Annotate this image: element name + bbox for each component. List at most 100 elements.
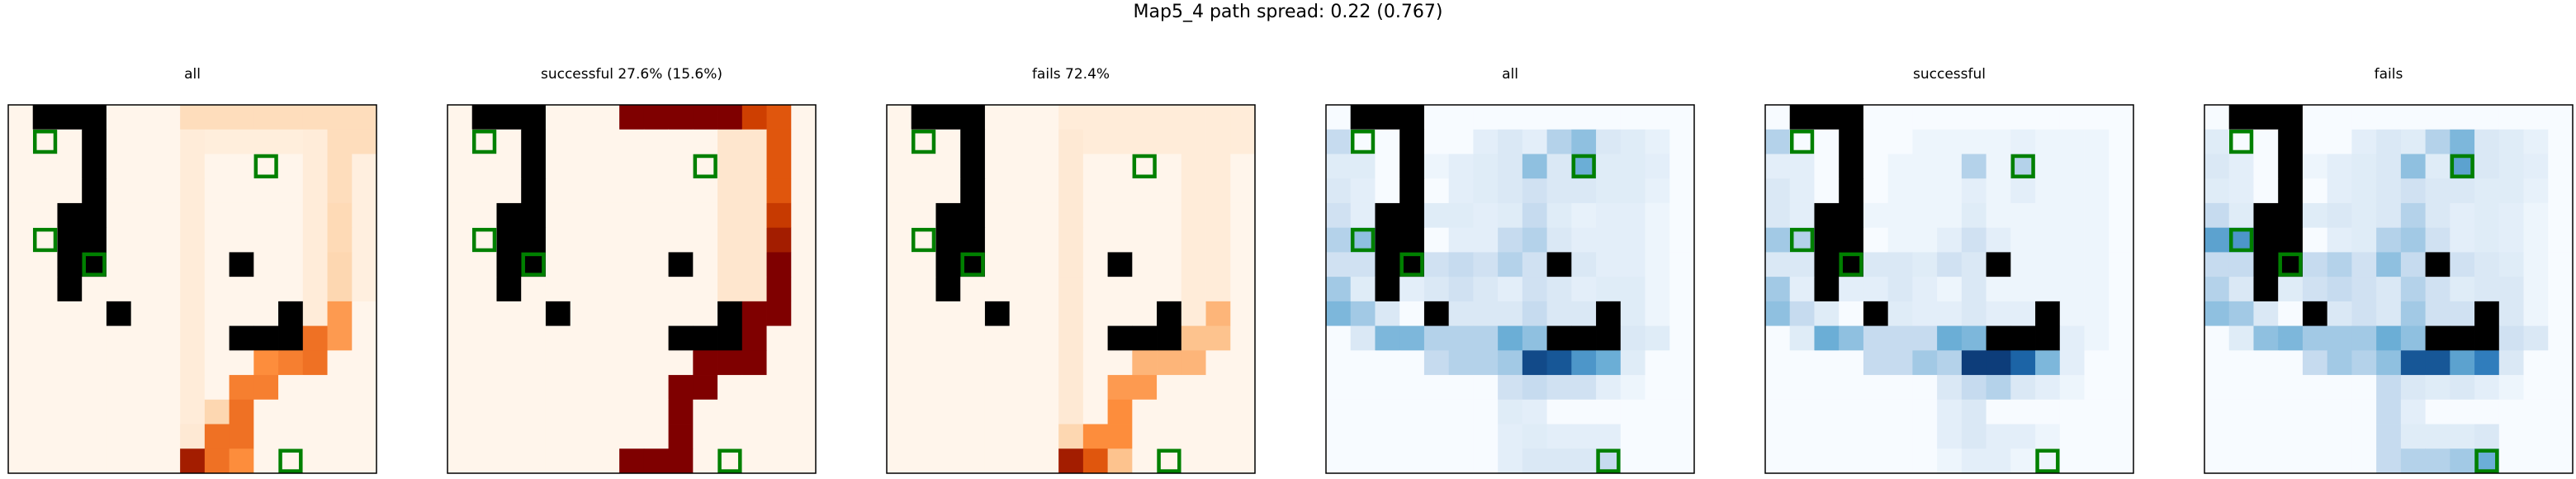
heatmap-cell [1912, 129, 1938, 154]
heatmap-cell [2351, 325, 2377, 351]
heatmap-cell [496, 424, 522, 449]
heatmap-cell [1961, 252, 1986, 277]
heatmap-cell [2400, 154, 2426, 179]
panel-title-1: all [184, 66, 201, 83]
heatmap-cell [2204, 277, 2230, 302]
heatmap-cell [911, 399, 936, 424]
heatmap-cell [1912, 375, 1938, 401]
heatmap-cell [643, 448, 669, 474]
heatmap-cell [935, 424, 961, 449]
heatmap-cell [1789, 202, 1815, 229]
heatmap-cell [2204, 448, 2230, 474]
heatmap-cell [2109, 129, 2134, 154]
heatmap-cell [2084, 325, 2110, 351]
heatmap-cell [1887, 277, 1913, 302]
wall-cell [1839, 129, 1864, 154]
panel-title-2: successful 27.6% (15.6%) [540, 66, 723, 83]
goal-marker [960, 252, 985, 277]
heatmap-cell [1375, 350, 1400, 376]
heatmap-cell [2109, 350, 2134, 376]
heatmap-cell [2548, 399, 2574, 424]
heatmap-cell [887, 202, 912, 229]
heatmap-cell [1571, 227, 1597, 253]
heatmap-cell [741, 325, 767, 351]
heatmap-cell [791, 129, 817, 154]
heatmap-cell [204, 350, 230, 376]
heatmap-cell [766, 178, 792, 204]
heatmap-cell [1522, 277, 1547, 302]
heatmap-cell [766, 227, 792, 253]
heatmap-cell [1132, 399, 1158, 424]
heatmap-cell [2376, 399, 2402, 424]
heatmap-cell [2109, 227, 2134, 253]
wall-cell [1399, 154, 1425, 179]
heatmap-cell [1473, 350, 1499, 376]
heatmap-cell [1839, 277, 1864, 302]
heatmap-cell [693, 448, 718, 474]
heatmap-cell [1937, 252, 1963, 277]
heatmap-cell [935, 154, 961, 179]
heatmap-panel-2 [447, 104, 817, 474]
heatmap-cell [1961, 178, 1986, 204]
heatmap-cell [180, 227, 206, 253]
heatmap-cell [1181, 252, 1206, 277]
wall-cell [1107, 325, 1133, 351]
heatmap-cell [1645, 252, 1670, 277]
heatmap-cell [2084, 105, 2110, 130]
heatmap-cell [887, 227, 912, 253]
goal-marker [1571, 154, 1596, 178]
heatmap-cell [2523, 178, 2549, 204]
heatmap-cell [1986, 178, 2011, 204]
heatmap-cell [717, 129, 743, 154]
heatmap-cell [1423, 178, 1450, 204]
heatmap-cell [2474, 178, 2500, 204]
heatmap-cell [2228, 178, 2254, 204]
heatmap-cell [1986, 129, 2011, 154]
goal-marker [2228, 129, 2254, 154]
heatmap-cell [1350, 301, 1376, 326]
heatmap-cell [668, 129, 694, 154]
heatmap-cell [2010, 399, 2036, 424]
wall-cell [521, 105, 547, 130]
heatmap-cell [471, 424, 497, 449]
heatmap-cell [1814, 375, 1840, 401]
heatmap-cell [1157, 105, 1182, 130]
heatmap-cell [1937, 448, 1963, 474]
heatmap-cell [1986, 202, 2011, 229]
heatmap-cell [594, 301, 620, 326]
wall-cell [717, 301, 743, 326]
heatmap-cell [352, 399, 377, 424]
heatmap-cell [2548, 301, 2574, 326]
heatmap-cell [1863, 252, 1889, 277]
heatmap-cell [1887, 424, 1913, 449]
heatmap-cell [717, 399, 743, 424]
heatmap-cell [741, 350, 767, 376]
heatmap-cell [2228, 350, 2254, 376]
heatmap-cell [229, 375, 254, 401]
heatmap-cell [668, 154, 694, 179]
heatmap-cell [594, 325, 620, 351]
heatmap-cell [1789, 178, 1815, 204]
heatmap-cell [1522, 325, 1547, 351]
heatmap-cell [204, 154, 230, 179]
heatmap-cell [1912, 350, 1938, 376]
heatmap-cell [1230, 424, 1256, 449]
heatmap-cell [2059, 105, 2085, 130]
heatmap-cell [155, 350, 181, 376]
heatmap-cell [2376, 202, 2402, 229]
heatmap-cell [2109, 178, 2134, 204]
wall-cell [935, 277, 961, 302]
heatmap-cell [2204, 178, 2230, 204]
heatmap-cell [2010, 202, 2036, 229]
heatmap-cell [2498, 178, 2524, 204]
heatmap-cell [984, 105, 1011, 130]
heatmap-cell [1350, 448, 1376, 474]
heatmap-cell [1132, 252, 1158, 277]
heatmap-cell [766, 105, 792, 130]
heatmap-cell [1009, 105, 1035, 130]
wall-cell [960, 105, 986, 130]
wall-cell [2278, 202, 2304, 229]
heatmap-cell [1765, 375, 1791, 401]
heatmap-cell [1620, 178, 1646, 204]
heatmap-cell [1887, 375, 1913, 401]
